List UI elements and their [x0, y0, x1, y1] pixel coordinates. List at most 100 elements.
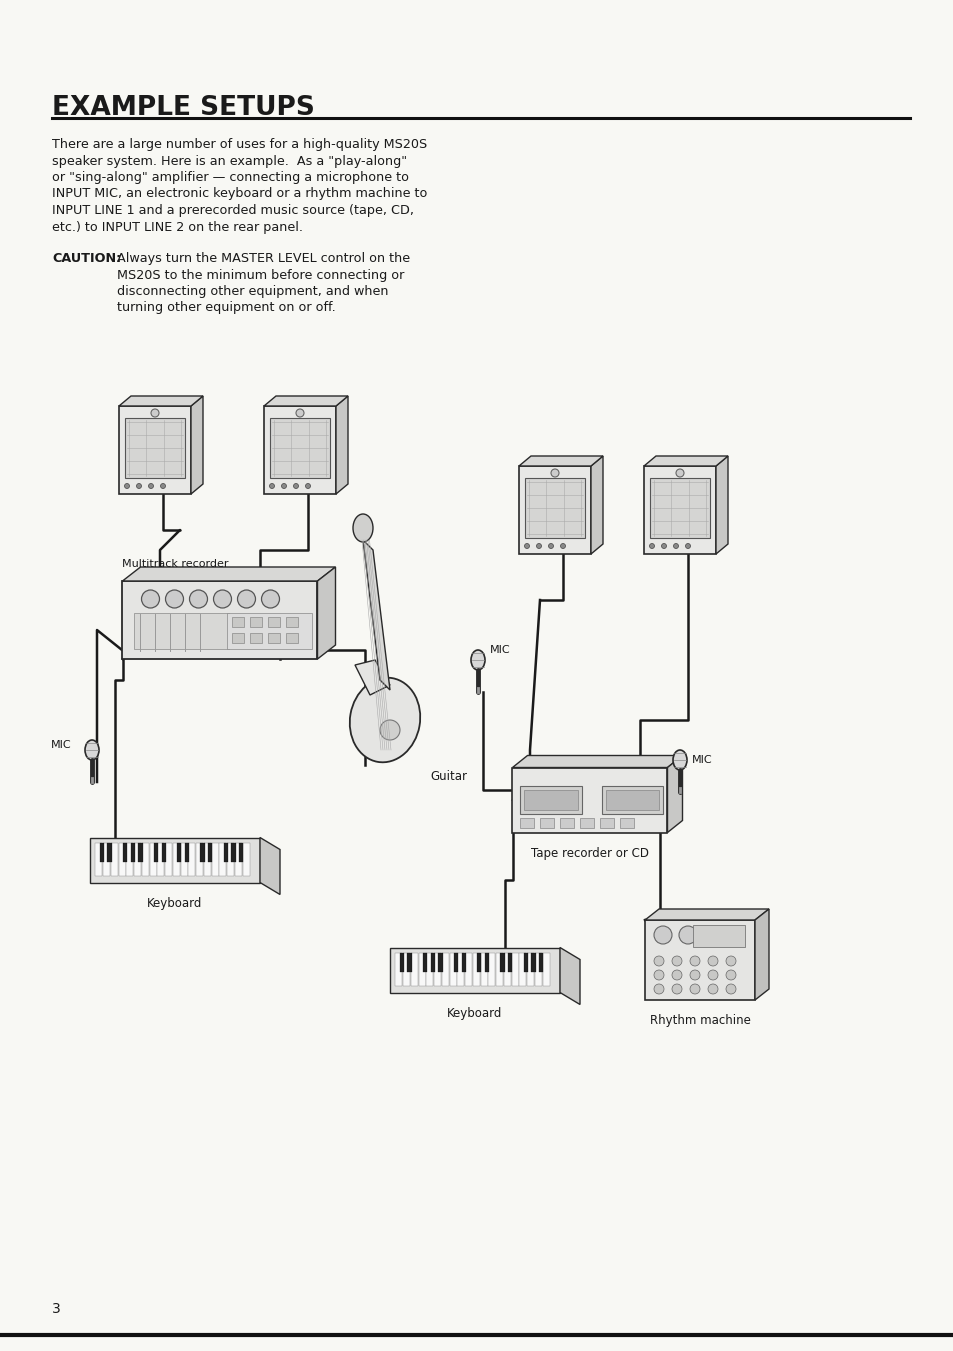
Circle shape	[379, 720, 399, 740]
FancyBboxPatch shape	[464, 952, 472, 985]
FancyBboxPatch shape	[399, 952, 403, 973]
FancyBboxPatch shape	[426, 952, 433, 985]
FancyBboxPatch shape	[138, 843, 143, 862]
FancyBboxPatch shape	[153, 843, 158, 862]
Circle shape	[536, 543, 541, 549]
FancyBboxPatch shape	[204, 843, 211, 875]
FancyBboxPatch shape	[180, 843, 188, 875]
Polygon shape	[667, 755, 681, 832]
FancyBboxPatch shape	[111, 843, 118, 875]
Circle shape	[725, 984, 735, 994]
Circle shape	[190, 590, 208, 608]
FancyBboxPatch shape	[500, 952, 504, 973]
FancyBboxPatch shape	[95, 843, 102, 875]
Text: disconnecting other equipment, and when: disconnecting other equipment, and when	[117, 285, 388, 299]
Circle shape	[654, 925, 671, 944]
Text: 3: 3	[52, 1302, 61, 1316]
FancyBboxPatch shape	[418, 952, 425, 985]
FancyBboxPatch shape	[99, 843, 104, 862]
FancyBboxPatch shape	[268, 634, 280, 643]
Polygon shape	[122, 567, 335, 581]
Circle shape	[671, 970, 681, 979]
Polygon shape	[119, 396, 203, 407]
Text: or "sing-along" amplifier — connecting a microphone to: or "sing-along" amplifier — connecting a…	[52, 172, 409, 184]
Circle shape	[281, 484, 286, 489]
Text: Always turn the MASTER LEVEL control on the: Always turn the MASTER LEVEL control on …	[117, 253, 410, 265]
Text: turning other equipment on or off.: turning other equipment on or off.	[117, 301, 335, 315]
FancyBboxPatch shape	[531, 952, 535, 973]
FancyBboxPatch shape	[232, 843, 235, 862]
FancyBboxPatch shape	[540, 817, 554, 828]
FancyBboxPatch shape	[542, 952, 549, 985]
FancyBboxPatch shape	[286, 617, 298, 627]
Ellipse shape	[350, 678, 420, 762]
Polygon shape	[643, 457, 727, 466]
Circle shape	[725, 957, 735, 966]
FancyBboxPatch shape	[520, 817, 534, 828]
FancyBboxPatch shape	[118, 843, 126, 875]
FancyBboxPatch shape	[461, 952, 465, 973]
Ellipse shape	[85, 740, 99, 761]
FancyBboxPatch shape	[134, 843, 141, 875]
Circle shape	[685, 543, 690, 549]
Text: Multitrack recorder: Multitrack recorder	[122, 559, 229, 569]
FancyBboxPatch shape	[161, 843, 166, 862]
Circle shape	[213, 590, 232, 608]
Circle shape	[295, 409, 304, 417]
FancyBboxPatch shape	[473, 952, 479, 985]
Text: Keyboard: Keyboard	[447, 1006, 502, 1020]
FancyBboxPatch shape	[476, 952, 481, 973]
FancyBboxPatch shape	[223, 843, 228, 862]
FancyBboxPatch shape	[449, 952, 456, 985]
FancyBboxPatch shape	[619, 817, 634, 828]
FancyBboxPatch shape	[122, 581, 317, 659]
FancyBboxPatch shape	[234, 843, 242, 875]
FancyBboxPatch shape	[157, 843, 164, 875]
Text: Tape recorder or CD: Tape recorder or CD	[531, 847, 648, 859]
FancyBboxPatch shape	[511, 952, 518, 985]
Polygon shape	[644, 909, 768, 920]
FancyBboxPatch shape	[560, 817, 574, 828]
Circle shape	[689, 984, 700, 994]
Ellipse shape	[471, 650, 484, 670]
FancyBboxPatch shape	[108, 843, 112, 862]
Text: CAUTION:: CAUTION:	[52, 253, 121, 265]
Polygon shape	[754, 909, 768, 1000]
Circle shape	[136, 484, 141, 489]
FancyBboxPatch shape	[185, 843, 189, 862]
FancyBboxPatch shape	[480, 952, 487, 985]
Circle shape	[671, 984, 681, 994]
FancyBboxPatch shape	[535, 952, 541, 985]
FancyBboxPatch shape	[538, 952, 543, 973]
FancyBboxPatch shape	[518, 952, 526, 985]
Text: MIC: MIC	[51, 740, 71, 750]
Circle shape	[649, 543, 654, 549]
FancyBboxPatch shape	[523, 952, 527, 973]
Circle shape	[707, 970, 718, 979]
Text: MS20S to the minimum before connecting or: MS20S to the minimum before connecting o…	[117, 269, 404, 281]
FancyBboxPatch shape	[411, 952, 417, 985]
FancyBboxPatch shape	[126, 843, 133, 875]
Text: There are a large number of uses for a high-quality MS20S: There are a large number of uses for a h…	[52, 138, 427, 151]
FancyBboxPatch shape	[219, 843, 226, 875]
FancyBboxPatch shape	[508, 952, 512, 973]
Circle shape	[707, 984, 718, 994]
Polygon shape	[363, 540, 390, 690]
FancyBboxPatch shape	[434, 952, 440, 985]
FancyBboxPatch shape	[212, 843, 218, 875]
FancyBboxPatch shape	[177, 843, 181, 862]
FancyBboxPatch shape	[402, 952, 410, 985]
Circle shape	[676, 469, 683, 477]
FancyBboxPatch shape	[395, 952, 402, 985]
Polygon shape	[191, 396, 203, 494]
Circle shape	[725, 970, 735, 979]
FancyBboxPatch shape	[123, 843, 127, 862]
FancyBboxPatch shape	[579, 817, 594, 828]
FancyBboxPatch shape	[601, 786, 662, 815]
Polygon shape	[317, 567, 335, 659]
FancyBboxPatch shape	[456, 952, 464, 985]
Circle shape	[551, 469, 558, 477]
Circle shape	[671, 957, 681, 966]
Text: INPUT LINE 1 and a prerecorded music source (tape, CD,: INPUT LINE 1 and a prerecorded music sou…	[52, 204, 414, 218]
Polygon shape	[716, 457, 727, 554]
